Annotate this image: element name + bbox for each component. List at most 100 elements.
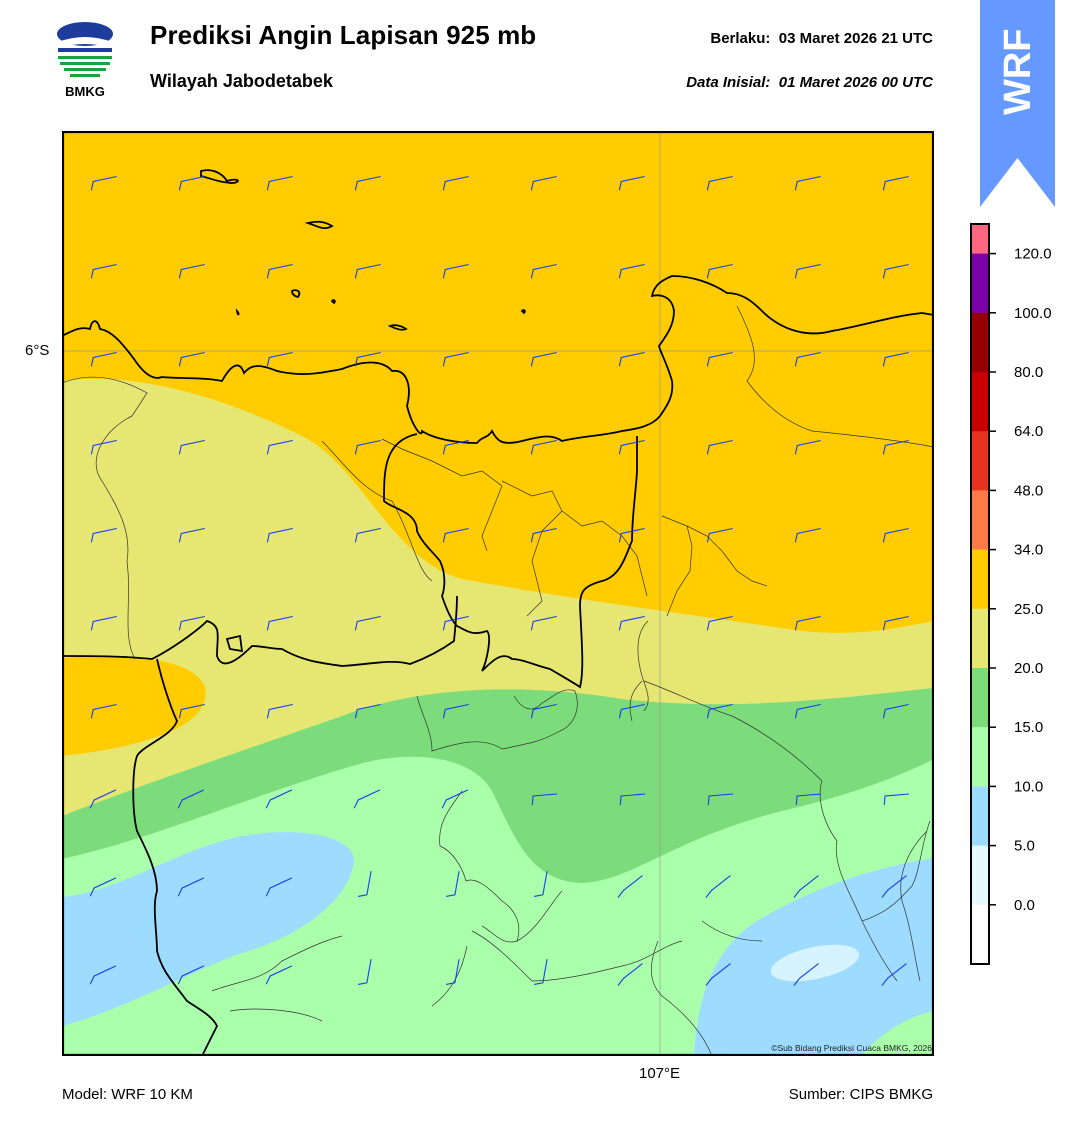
wind-barb: [706, 703, 733, 719]
wind-barb: [618, 703, 645, 719]
wind-barb: [89, 789, 117, 809]
colorbar-swatch: [971, 224, 989, 255]
wind-barb: [882, 439, 909, 455]
wind-barb: [618, 351, 645, 367]
wind-barb: [881, 963, 907, 986]
wind-barb: [354, 263, 381, 279]
wind-barb: [619, 793, 646, 806]
wind-barb: [707, 793, 734, 806]
wind-barb: [90, 439, 117, 455]
wind-barb: [442, 439, 469, 455]
wind-barb: [89, 965, 117, 985]
wrf-tab-label: WRF: [997, 28, 1039, 115]
wind-barb: [178, 351, 205, 367]
wind-barb: [358, 871, 372, 897]
colorbar-swatch: [971, 549, 989, 610]
wind-barb: [794, 439, 821, 455]
wind-barb: [882, 263, 909, 279]
wind-barb: [90, 175, 117, 191]
wind-barb: [266, 351, 293, 367]
wind-barb: [442, 703, 469, 719]
wind-barb: [794, 351, 821, 367]
wind-barb: [354, 439, 381, 455]
wind-barb: [705, 875, 731, 898]
colorbar-tick-label: 5.0: [1014, 838, 1035, 855]
wind-barb: [354, 527, 381, 543]
wind-barb: [883, 793, 910, 806]
colorbar-tick-label: 0.0: [1014, 897, 1035, 914]
wind-barb: [618, 175, 645, 191]
page-title: Prediksi Angin Lapisan 925 mb: [150, 20, 537, 50]
wind-barb: [265, 789, 293, 809]
logo-text: BMKG: [65, 84, 105, 99]
band-5-10-west: [62, 832, 354, 1026]
wind-barb: [354, 615, 381, 631]
wind-barb: [706, 175, 733, 191]
wind-barb: [90, 615, 117, 631]
wind-barb: [177, 877, 205, 897]
wind-barb: [178, 703, 205, 719]
colorbar-tick-label: 20.0: [1014, 660, 1043, 677]
wind-barb: [530, 263, 557, 279]
valid-time: 03 Maret 2026 21 UTC: [778, 30, 933, 47]
wind-barb: [442, 263, 469, 279]
wind-barb: [177, 789, 205, 809]
wind-barb: [442, 351, 469, 367]
wind-barb: [178, 615, 205, 631]
wind-barb: [706, 351, 733, 367]
province-boundaries: [62, 433, 638, 1056]
colorbar-swatch: [971, 786, 989, 847]
wind-barb: [266, 263, 293, 279]
wind-barb: [794, 615, 821, 631]
colorbar-swatch: [971, 372, 989, 432]
wind-barb: [266, 527, 293, 543]
regency-boundaries: [62, 305, 934, 1056]
wind-barb: [446, 871, 460, 897]
wind-barb: [617, 875, 643, 898]
wind-barb: [178, 263, 205, 279]
valid-label: Berlaku:: [710, 30, 771, 47]
wind-barb: [882, 703, 909, 719]
init-time-line: Data Inisial: 01 Maret 2026 00 UTC: [686, 74, 933, 91]
wind-barb: [618, 615, 645, 631]
wind-barb: [441, 789, 469, 809]
wind-barb: [90, 527, 117, 543]
wind-barb: [706, 527, 733, 543]
wind-barb: [618, 439, 645, 455]
wind-barb: [177, 965, 205, 985]
init-label: Data Inisial:: [686, 74, 771, 91]
wind-barb: [881, 875, 907, 898]
longitude-label: 107°E: [639, 1065, 681, 1082]
wind-barb: [882, 351, 909, 367]
latitude-label: 6°S: [25, 342, 50, 359]
wind-barb: [266, 175, 293, 191]
model-label: Model: WRF 10 KM: [62, 1086, 193, 1103]
wind-barb: [795, 793, 822, 806]
colorbar-tick-label: 15.0: [1014, 719, 1043, 736]
wind-barb: [793, 963, 819, 986]
wind-barb: [617, 963, 643, 986]
wind-barb: [442, 615, 469, 631]
wind-barb: [266, 615, 293, 631]
wind-barb: [446, 959, 460, 985]
colorbar-swatch: [971, 668, 989, 728]
wind-barb: [530, 527, 557, 543]
wind-barb: [618, 527, 645, 543]
wind-barb: [265, 965, 293, 985]
wind-barb: [706, 439, 733, 455]
wind-barb: [706, 615, 733, 631]
wind-barb: [794, 175, 821, 191]
wind-barb: [178, 175, 205, 191]
wind-barb: [89, 877, 117, 897]
wind-barb: [794, 263, 821, 279]
wind-barb: [705, 963, 731, 986]
coastline: [62, 169, 934, 444]
wind-barb: [534, 871, 548, 897]
wind-barb: [882, 615, 909, 631]
wrf-model-tab: WRF: [980, 0, 1055, 207]
wind-barb: [534, 959, 548, 985]
wind-barb: [266, 439, 293, 455]
colorbar-tick-label: 25.0: [1014, 601, 1043, 618]
colorbar-swatch: [971, 253, 989, 314]
wind-barb: [530, 703, 557, 719]
